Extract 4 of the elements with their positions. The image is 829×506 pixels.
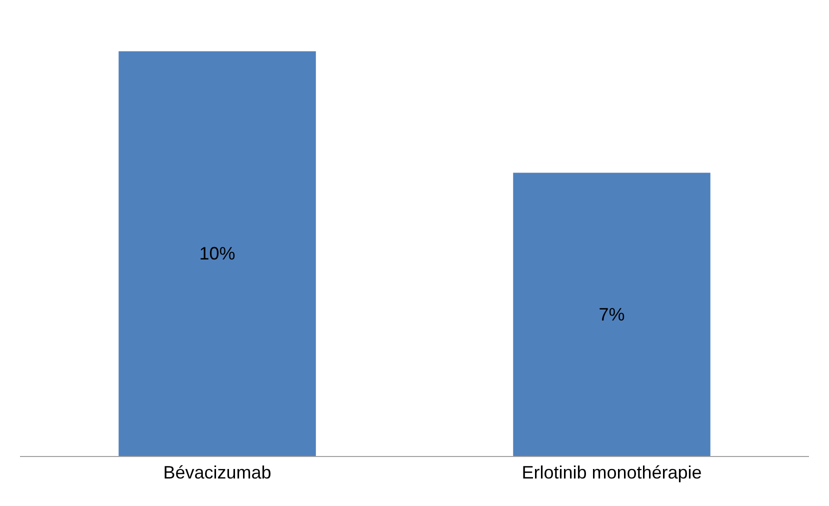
data-label: 7% [598, 304, 625, 324]
x-tick-label: Erlotinib monothérapie [522, 462, 702, 483]
x-tick-label: Bévacizumab [163, 462, 272, 483]
data-label: 10% [199, 244, 236, 264]
